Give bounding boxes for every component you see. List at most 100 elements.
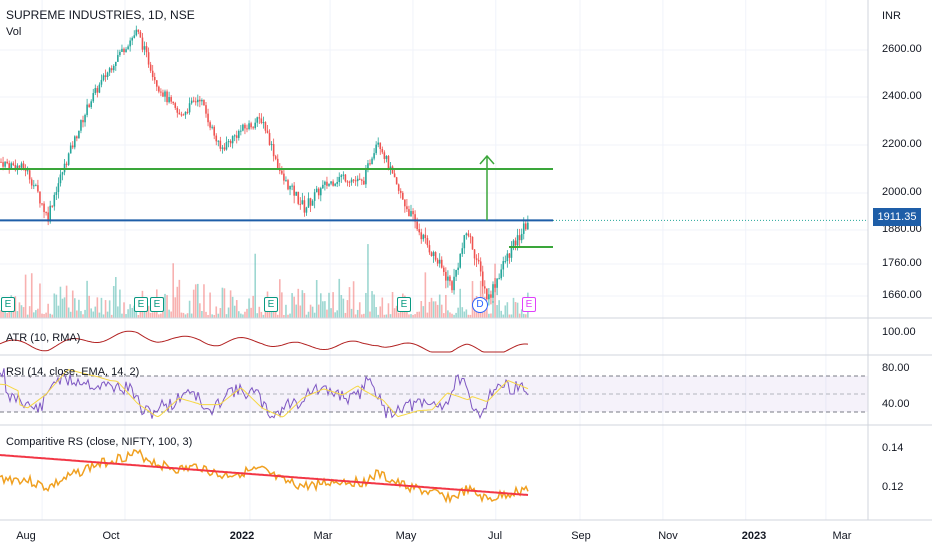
rsi-ma-line xyxy=(0,369,529,418)
candle-body xyxy=(440,259,443,268)
candle-body xyxy=(410,211,412,217)
candle-body xyxy=(467,233,470,236)
candle-body xyxy=(445,271,447,281)
earnings-icon[interactable]: E xyxy=(397,297,411,312)
volume-bar xyxy=(426,312,429,318)
earnings-upcoming-icon[interactable]: E xyxy=(522,297,536,312)
candle-body xyxy=(291,185,293,187)
volume-bar xyxy=(500,310,502,318)
volume-bar xyxy=(100,297,103,318)
volume-bar xyxy=(231,296,234,318)
candle-body xyxy=(481,271,484,287)
candle-body xyxy=(63,163,66,173)
candle-body xyxy=(94,88,97,94)
candle-body xyxy=(358,178,361,180)
candle-body xyxy=(281,170,283,174)
candle-body xyxy=(170,97,172,102)
candle-body xyxy=(225,142,228,150)
volume-bar xyxy=(490,313,492,318)
candle-body xyxy=(45,212,47,214)
candle-body xyxy=(426,238,429,246)
candle-body xyxy=(309,198,312,206)
candle-body xyxy=(254,122,256,129)
volume-bar xyxy=(352,281,355,318)
candle-body xyxy=(385,156,388,159)
volume-bar xyxy=(84,309,86,318)
candle-body xyxy=(117,55,119,62)
volume-bar xyxy=(358,302,361,318)
volume-bar xyxy=(305,314,308,318)
volume-bar xyxy=(69,311,72,318)
volume-bar xyxy=(383,314,386,318)
candle-body xyxy=(201,100,203,102)
volume-bar xyxy=(445,294,447,318)
volume-bar xyxy=(33,312,35,318)
earnings-icon[interactable]: E xyxy=(134,297,148,312)
volume-bar xyxy=(291,293,293,318)
candle-body xyxy=(377,142,379,145)
candle-body xyxy=(4,161,6,167)
candle-body xyxy=(133,35,136,38)
candle-body xyxy=(176,107,179,113)
volume-bar xyxy=(197,283,199,318)
candle-body xyxy=(147,52,150,65)
volume-bar xyxy=(410,314,412,318)
candle-body xyxy=(393,173,396,178)
volume-bar xyxy=(488,313,490,318)
price-tick: 2000.00 xyxy=(882,186,922,198)
candle-body xyxy=(453,276,455,291)
volume-bar xyxy=(463,311,466,318)
volume-bar xyxy=(469,314,472,318)
volume-bar xyxy=(399,310,402,318)
volume-label: Vol xyxy=(6,26,22,38)
earnings-icon[interactable]: E xyxy=(264,297,278,312)
atr-line xyxy=(0,330,529,353)
candle-body xyxy=(190,100,193,104)
x-tick: Oct xyxy=(102,530,120,542)
candle-body xyxy=(311,200,314,206)
candle-body xyxy=(471,236,474,250)
earnings-icon[interactable]: E xyxy=(150,297,164,312)
candle-body xyxy=(256,117,259,123)
candle-body xyxy=(492,284,494,298)
candle-body xyxy=(90,101,92,108)
candle-body xyxy=(71,145,74,148)
volume-bar xyxy=(281,292,283,318)
volume-bar xyxy=(246,308,248,318)
volume-bar xyxy=(194,284,197,318)
volume-bar xyxy=(158,314,160,318)
candle-body xyxy=(305,207,308,213)
candle-body xyxy=(244,124,246,129)
candle-body xyxy=(127,46,129,50)
x-tick: 2023 xyxy=(741,530,767,542)
volume-bar xyxy=(217,313,220,318)
candle-body xyxy=(61,172,64,175)
volume-bar xyxy=(170,311,172,318)
candle-body xyxy=(320,188,322,196)
candle-body xyxy=(408,209,410,217)
volume-bar xyxy=(186,313,189,318)
candle-body xyxy=(338,177,341,182)
volume-bar xyxy=(59,286,62,318)
dividend-icon[interactable]: D xyxy=(472,297,488,313)
candle-body xyxy=(416,221,418,230)
volume-bar xyxy=(143,311,146,318)
volume-bar xyxy=(18,302,21,318)
volume-bar xyxy=(438,294,441,318)
candle-body xyxy=(86,104,88,115)
volume-bar xyxy=(350,308,353,318)
volume-bar xyxy=(369,311,371,318)
volume-bar xyxy=(0,310,2,318)
volume-bar xyxy=(279,279,281,318)
earnings-icon[interactable]: E xyxy=(1,297,15,312)
volume-bar xyxy=(135,311,138,318)
candle-body xyxy=(457,267,459,270)
candle-body xyxy=(272,144,275,157)
volume-bar xyxy=(467,314,470,318)
candle-body xyxy=(82,120,84,123)
candle-body xyxy=(473,249,476,259)
volume-bar xyxy=(518,313,521,318)
candle-body xyxy=(162,92,164,97)
candle-body xyxy=(184,111,187,115)
